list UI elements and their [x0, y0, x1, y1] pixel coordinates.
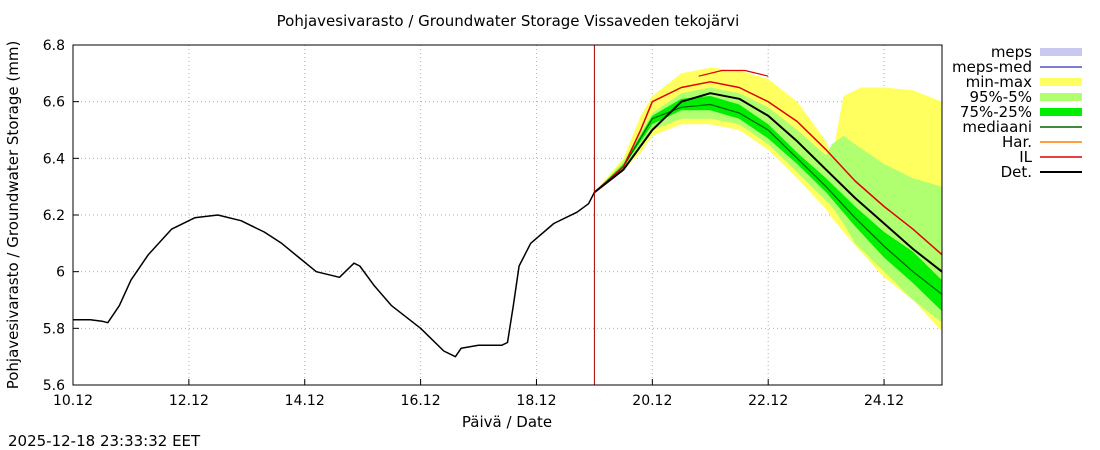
legend-label: mediaani	[962, 118, 1032, 136]
x-tick-label: 24.12	[864, 393, 904, 409]
y-tick-label: 6.2	[43, 208, 65, 224]
legend-label: IL	[1019, 148, 1032, 166]
y-tick-label: 5.6	[43, 378, 65, 394]
x-tick-label: 16.12	[401, 393, 441, 409]
plot-frame	[72, 44, 943, 386]
legend-label: 95%-5%	[969, 88, 1032, 106]
legend-label: Det.	[1001, 163, 1032, 181]
x-tick-label: 14.12	[285, 393, 325, 409]
mediaani-line	[594, 103, 943, 295]
legend-label: Har.	[1002, 133, 1032, 151]
legend: mepsmeps-medmin-max95%-5%75%-25%mediaani…	[952, 43, 1082, 181]
legend-label: min-max	[966, 73, 1033, 91]
y-axis-label: Pohjavesivarasto / Groundwater Storage (…	[4, 41, 22, 390]
observed-line	[73, 191, 596, 358]
y-tick-label: 6.4	[43, 151, 65, 167]
legend-swatch	[1040, 93, 1082, 101]
legend-label: 75%-25%	[960, 103, 1032, 121]
x-axis-label: Päivä / Date	[462, 413, 552, 431]
legend-swatch	[1040, 78, 1082, 86]
x-tick-label: 22.12	[748, 393, 788, 409]
x-tick-label: 10.12	[53, 393, 93, 409]
legend-label: meps	[991, 43, 1032, 61]
grid-layer	[73, 45, 942, 385]
y-tick-label: 6.6	[43, 95, 65, 111]
y-tick-label: 5.8	[43, 321, 65, 337]
x-tick-label: 18.12	[516, 393, 556, 409]
legend-label: meps-med	[952, 58, 1032, 76]
y-tick-label: 6.8	[43, 38, 65, 54]
x-tick-label: 12.12	[169, 393, 209, 409]
il-line	[593, 81, 943, 256]
il-upper-line	[698, 69, 769, 77]
tick-layer: 10.12 12.12 14.12 16.12 18.12 20.12 22.12 24.12…	[43, 38, 904, 409]
chart-title: Pohjavesivarasto / Groundwater Storage V…	[277, 12, 740, 30]
legend-swatch	[1040, 48, 1082, 56]
series-layer	[73, 45, 943, 385]
legend-swatch	[1040, 108, 1082, 116]
min-max-band	[594, 67, 942, 332]
det-forecast-line	[593, 92, 943, 273]
x-tick-label: 20.12	[632, 393, 672, 409]
timestamp: 2025-12-18 23:33:32 EET	[8, 432, 201, 450]
y-tick-label: 6	[56, 265, 65, 281]
p95-5-band	[594, 87, 942, 323]
